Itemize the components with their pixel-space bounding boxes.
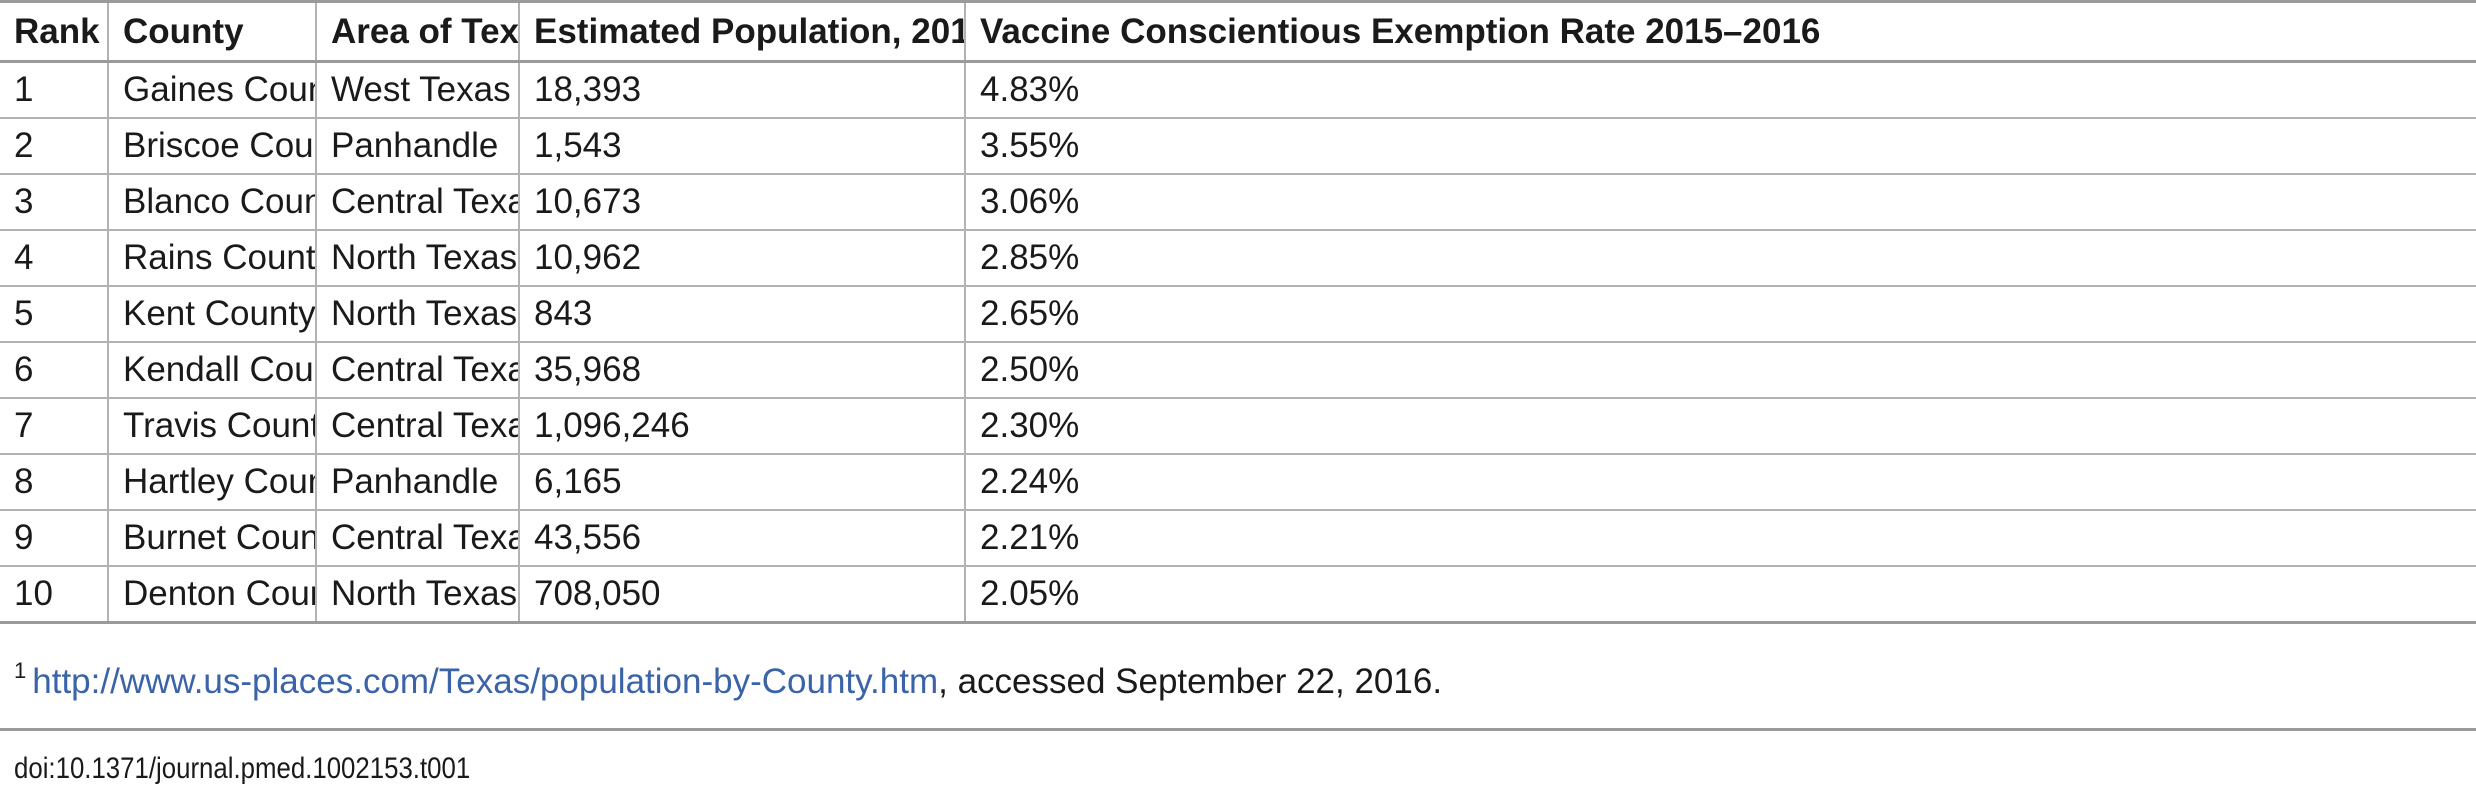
header-exemption-rate: Vaccine Conscientious Exemption Rate 201… (964, 0, 2476, 63)
cell-area: Central Texas (315, 342, 519, 399)
cell-county: Kent County (107, 286, 316, 343)
cell-rank: 1 (0, 61, 108, 119)
cell-population: 18,393 (518, 61, 965, 119)
cell-area: Central Texas (315, 510, 519, 567)
table-row: 5 Kent County North Texas 843 2.65% (0, 286, 2476, 343)
cell-county: Rains County (107, 230, 316, 287)
county-exemption-table: Rank County Area of Texas Estimated Popu… (0, 0, 2476, 624)
cell-exemption-rate: 3.06% (964, 174, 2476, 231)
cell-exemption-rate: 2.30% (964, 398, 2476, 455)
footer-divider (0, 728, 2476, 731)
cell-exemption-rate: 2.21% (964, 510, 2476, 567)
cell-rank: 10 (0, 566, 108, 624)
cell-exemption-rate: 4.83% (964, 61, 2476, 119)
cell-rank: 9 (0, 510, 108, 567)
cell-area: Central Texas (315, 174, 519, 231)
header-area-label: Area of Texas (331, 11, 519, 51)
cell-rank: 7 (0, 398, 108, 455)
cell-rank: 3 (0, 174, 108, 231)
footnote-mark: 1 (14, 658, 27, 683)
cell-county: Gaines County (107, 61, 316, 119)
cell-area: North Texas (315, 286, 519, 343)
cell-exemption-rate: 3.55% (964, 118, 2476, 175)
cell-exemption-rate: 2.85% (964, 230, 2476, 287)
cell-population: 708,050 (518, 566, 965, 624)
cell-population: 10,673 (518, 174, 965, 231)
cell-rank: 5 (0, 286, 108, 343)
population-exemption-table-container: Rank County Area of Texas Estimated Popu… (0, 0, 2476, 624)
header-rank: Rank (0, 0, 108, 63)
cell-county: Burnet County (107, 510, 316, 567)
header-county: County (107, 0, 316, 63)
header-row: Rank County Area of Texas Estimated Popu… (0, 0, 2476, 63)
cell-exemption-rate: 2.05% (964, 566, 2476, 624)
cell-rank: 4 (0, 230, 108, 287)
table-header: Rank County Area of Texas Estimated Popu… (0, 0, 2476, 63)
table-row: 4 Rains County North Texas 10,962 2.85% (0, 230, 2476, 287)
cell-area: West Texas (315, 61, 519, 119)
cell-area: North Texas (315, 230, 519, 287)
cell-rank: 8 (0, 454, 108, 511)
cell-rank: 2 (0, 118, 108, 175)
cell-county: Briscoe County (107, 118, 316, 175)
cell-area: North Texas (315, 566, 519, 624)
cell-population: 1,096,246 (518, 398, 965, 455)
doi-label: doi:10.1371/journal.pmed.1002153.t001 (14, 752, 471, 785)
table-footnote: 1 http://www.us-places.com/Texas/populati… (14, 658, 1443, 702)
header-rank-label: Rank (14, 11, 100, 51)
cell-exemption-rate: 2.50% (964, 342, 2476, 399)
cell-county: Blanco County (107, 174, 316, 231)
footnote-source-link[interactable]: http://www.us-places.com/Texas/populatio… (32, 662, 939, 701)
cell-county: Denton County (107, 566, 316, 624)
cell-area: Panhandle (315, 454, 519, 511)
cell-county: Hartley County (107, 454, 316, 511)
cell-population: 10,962 (518, 230, 965, 287)
cell-county: Travis County (107, 398, 316, 455)
cell-area: Panhandle (315, 118, 519, 175)
cell-population: 35,968 (518, 342, 965, 399)
cell-rank: 6 (0, 342, 108, 399)
cell-population: 1,543 (518, 118, 965, 175)
header-exemption-rate-label: Vaccine Conscientious Exemption Rate 201… (980, 11, 1821, 51)
cell-population: 843 (518, 286, 965, 343)
footnote-suffix: , accessed September 22, 2016. (938, 662, 1443, 701)
header-area: Area of Texas (315, 0, 519, 63)
header-population-label: Estimated Population, 2012 census (534, 11, 965, 51)
cell-population: 43,556 (518, 510, 965, 567)
cell-exemption-rate: 2.65% (964, 286, 2476, 343)
header-population: Estimated Population, 2012 census1 (518, 0, 965, 63)
cell-population: 6,165 (518, 454, 965, 511)
cell-exemption-rate: 2.24% (964, 454, 2476, 511)
cell-county: Kendall County (107, 342, 316, 399)
cell-area: Central Texas (315, 398, 519, 455)
header-county-label: County (123, 11, 244, 51)
